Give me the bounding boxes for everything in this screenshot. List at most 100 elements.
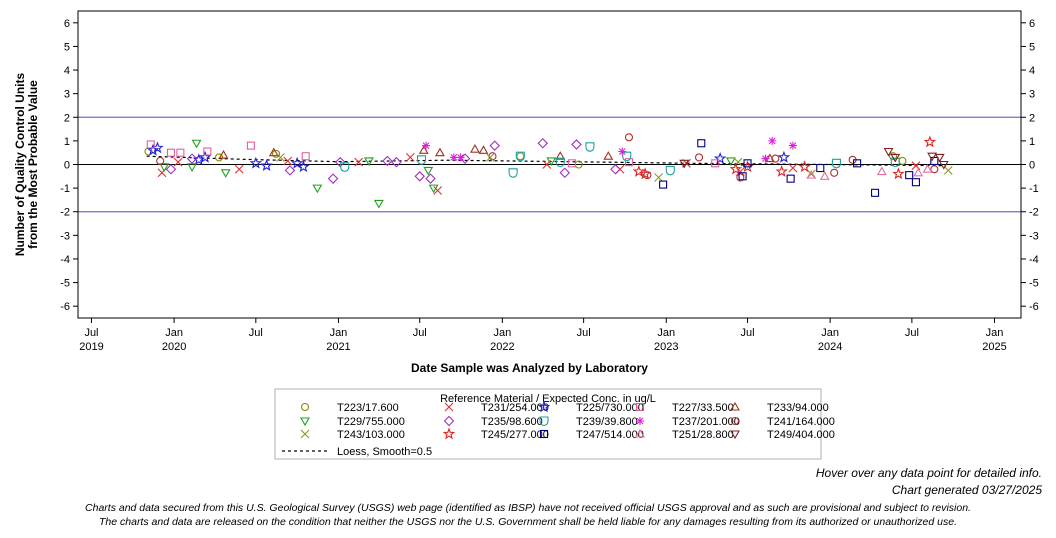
chart-generated-date: Chart generated 03/27/2025 — [891, 483, 1042, 497]
series-T227-33-500 — [146, 140, 720, 168]
legend-marker — [539, 416, 549, 427]
y-tick-label-right: -4 — [1029, 254, 1039, 266]
y-tick-label-right: -3 — [1029, 230, 1039, 242]
x-tick-month: Jul — [905, 327, 919, 339]
data-point — [898, 156, 907, 166]
y-tick-label-left: -1 — [60, 183, 70, 195]
legend-item: T239/39.800 — [539, 416, 638, 428]
legend-label: T223/17.600 — [337, 402, 399, 414]
data-point — [938, 160, 949, 170]
legend-label: T239/39.800 — [576, 416, 638, 428]
legend-marker — [300, 429, 310, 439]
data-point — [585, 142, 595, 152]
disclaimer: Charts and data secured from this U.S. G… — [0, 501, 1056, 529]
data-point — [166, 148, 176, 157]
x-tick-month: Jul — [249, 327, 263, 339]
x-tick-month: Jan — [330, 327, 348, 339]
legend-label: T229/755.000 — [337, 416, 405, 428]
data-point — [713, 152, 727, 164]
legend-label: T227/33.500 — [672, 402, 734, 414]
loess-line — [146, 155, 947, 167]
legend-label: T247/514.000 — [576, 429, 644, 441]
data-point — [943, 166, 953, 175]
series-T239-39-800 — [340, 142, 900, 178]
data-point — [632, 165, 646, 177]
legend-marker — [300, 402, 310, 412]
legend-label: T241/164.000 — [767, 416, 835, 428]
legend-item: T227/33.500 — [635, 402, 734, 414]
data-point — [831, 158, 841, 169]
legend-label: T231/254.000 — [481, 402, 549, 414]
y-tick-label-left: -2 — [60, 207, 70, 219]
y-tick-label-left: 5 — [64, 41, 70, 53]
data-point — [268, 147, 279, 157]
data-point — [176, 148, 185, 157]
data-point — [515, 151, 525, 162]
data-point — [301, 152, 310, 161]
series-T231-254-000 — [157, 153, 921, 195]
x-tick-month: Jan — [165, 327, 183, 339]
legend-item: T243/103.000 — [300, 429, 405, 441]
legend-item: T223/17.600 — [300, 402, 399, 414]
x-tick-year: 2019 — [79, 341, 103, 353]
x-tick-month: Jan — [986, 327, 1004, 339]
data-point — [290, 156, 304, 169]
legend-marker — [537, 400, 551, 413]
series-T243-103-000 — [276, 153, 953, 182]
y-tick-label-right: -6 — [1029, 301, 1039, 313]
data-point — [777, 150, 791, 163]
x-tick-year: 2024 — [818, 341, 842, 353]
y-tick-label-right: 4 — [1029, 65, 1035, 77]
data-point — [922, 164, 933, 173]
data-point — [340, 162, 350, 172]
disclaimer-line-1: Charts and data secured from this U.S. G… — [85, 502, 971, 514]
data-point — [218, 149, 229, 159]
data-point — [478, 145, 489, 154]
legend-item: T249/404.000 — [730, 429, 835, 441]
data-point — [930, 156, 939, 166]
legend-box — [274, 388, 822, 460]
data-point — [516, 152, 525, 161]
y-axis-title-line: Number of Quality Control Units — [13, 73, 27, 257]
data-point — [853, 159, 862, 168]
data-point — [485, 153, 495, 162]
x-tick-month: Jul — [577, 327, 591, 339]
y-tick-label-right: 1 — [1029, 136, 1035, 148]
data-point — [433, 186, 443, 195]
data-point — [449, 153, 458, 162]
legend-marker — [539, 429, 549, 439]
legend-marker — [300, 417, 310, 427]
data-point — [354, 157, 364, 167]
legend-marker — [730, 401, 740, 411]
x-tick-month: Jan — [493, 327, 511, 339]
y-tick-label-left: -6 — [60, 301, 70, 313]
data-point — [786, 174, 795, 183]
legend-label: T243/103.000 — [337, 429, 405, 441]
data-point — [819, 171, 830, 180]
y-tick-label-left: -5 — [60, 278, 70, 290]
data-point — [659, 180, 668, 189]
legend-item: T251/28.800 — [635, 428, 734, 441]
data-point — [159, 163, 170, 172]
y-tick-label-left: 3 — [64, 89, 70, 101]
data-point — [537, 137, 549, 149]
data-point — [422, 141, 431, 150]
legend-item: T245/277.000 — [442, 427, 549, 441]
series-T251-28-800 — [806, 164, 933, 180]
legend-label: T251/28.800 — [672, 429, 734, 441]
data-point — [555, 151, 566, 160]
data-point — [297, 160, 310, 173]
data-point — [697, 139, 706, 148]
legend-label: T233/94.000 — [767, 402, 829, 414]
data-point — [761, 154, 770, 163]
data-point — [643, 171, 652, 180]
series-T247-514-000 — [659, 139, 939, 197]
data-point — [382, 155, 393, 167]
data-point — [738, 172, 747, 181]
data-point — [830, 168, 839, 177]
data-point — [725, 157, 736, 167]
x-axis-title: Date Sample was Analyzed by Laboratory — [411, 361, 648, 375]
y-tick-label-left: 0 — [64, 160, 70, 172]
data-point — [423, 166, 434, 176]
